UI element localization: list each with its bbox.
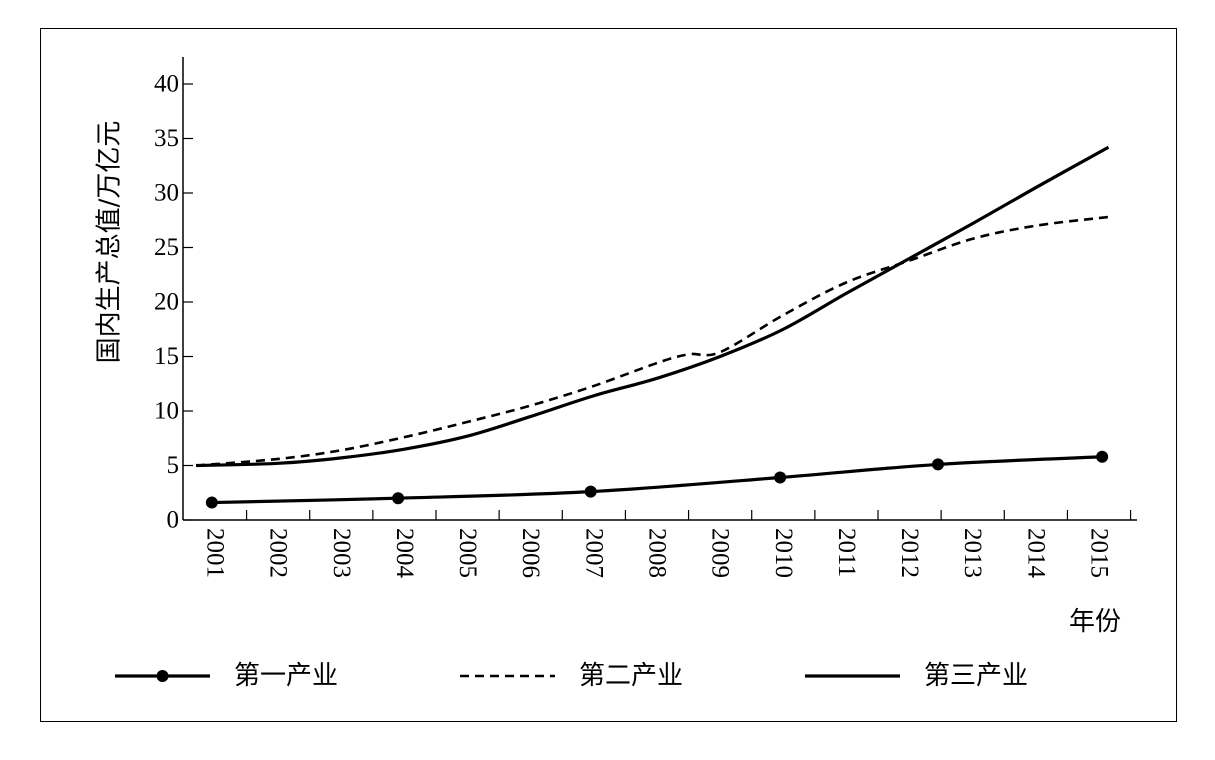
- x-tick-label: 2012: [896, 528, 923, 578]
- data-point-primary-industry: [205, 496, 218, 509]
- x-tick-label: 2009: [707, 528, 734, 578]
- x-tick-label: 2011: [833, 528, 860, 577]
- y-tick-label: 20: [154, 289, 179, 316]
- legend-label-secondary-industry: 第二产业: [579, 661, 683, 691]
- series-line-primary-industry: [211, 455, 1103, 505]
- x-tick-label: 2007: [580, 528, 607, 578]
- y-tick-label: 15: [154, 343, 179, 370]
- y-tick-label: 0: [167, 507, 180, 534]
- x-tick-label: 2013: [959, 528, 986, 578]
- y-axis-label: 国内生产总值/万亿元: [95, 121, 125, 364]
- x-tick-label: 2015: [1086, 528, 1113, 578]
- y-axis-ticks: 0 5 10 15 20 25 30 35 40: [154, 71, 193, 534]
- x-tick-label: 2008: [644, 528, 671, 578]
- y-tick-label: 35: [154, 125, 179, 152]
- series-line-tertiary-industry: [196, 145, 1110, 468]
- y-tick-label: 10: [154, 398, 179, 425]
- data-point-primary-industry: [584, 485, 597, 498]
- x-axis-label: 年份: [1069, 607, 1121, 637]
- x-axis-ticks: 2001 2002 2003 2004 2005 2006 2007 2008 2009 2010…: [202, 510, 1132, 579]
- y-tick-label: 5: [167, 452, 180, 479]
- legend-label-primary-industry: 第一产业: [234, 661, 338, 691]
- series-line-secondary-industry: [195, 215, 1109, 467]
- data-point-primary-industry: [392, 492, 405, 505]
- x-tick-label: 2005: [454, 528, 481, 578]
- legend-label-tertiary-industry: 第三产业: [924, 661, 1028, 691]
- x-tick-label: 2002: [265, 528, 292, 578]
- y-tick-label: 40: [154, 71, 179, 98]
- x-tick-label: 2001: [202, 528, 229, 578]
- data-point-primary-industry: [1096, 450, 1109, 463]
- x-tick-label: 2006: [517, 528, 544, 578]
- legend-marker-primary-industry: [156, 670, 169, 682]
- x-tick-label: 2003: [328, 528, 355, 578]
- x-tick-label: 2014: [1022, 528, 1049, 579]
- x-tick-label: 2004: [391, 528, 418, 579]
- chart-frame: [40, 28, 1177, 722]
- series-layer: [195, 145, 1110, 509]
- y-tick-label: 30: [154, 180, 179, 207]
- y-tick-label: 25: [154, 234, 179, 261]
- legend: 第一产业 第二产业 第三产业: [115, 661, 1028, 691]
- x-tick-label: 2010: [770, 528, 797, 578]
- data-point-primary-industry: [931, 458, 944, 471]
- data-point-primary-industry: [774, 471, 787, 484]
